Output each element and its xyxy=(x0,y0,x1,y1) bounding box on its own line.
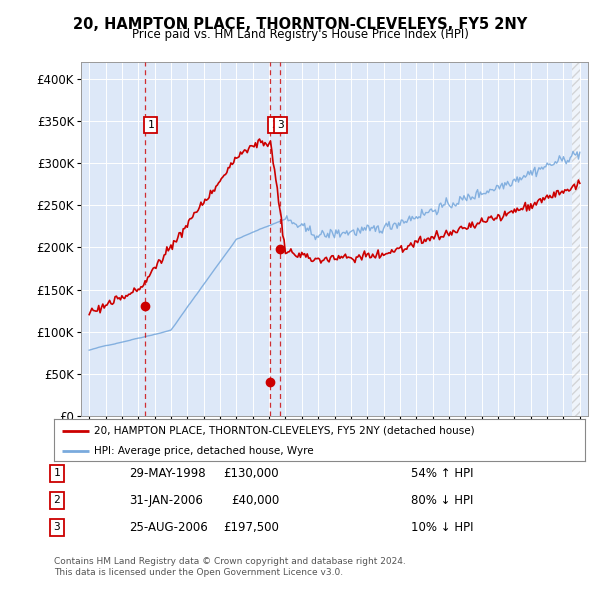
Text: £197,500: £197,500 xyxy=(223,521,279,534)
Text: 10% ↓ HPI: 10% ↓ HPI xyxy=(411,521,473,534)
Text: £130,000: £130,000 xyxy=(223,467,279,480)
Text: 1: 1 xyxy=(148,120,154,130)
Text: 25-AUG-2006: 25-AUG-2006 xyxy=(129,521,208,534)
Text: This data is licensed under the Open Government Licence v3.0.: This data is licensed under the Open Gov… xyxy=(54,568,343,577)
Text: 20, HAMPTON PLACE, THORNTON-CLEVELEYS, FY5 2NY: 20, HAMPTON PLACE, THORNTON-CLEVELEYS, F… xyxy=(73,17,527,31)
Text: 54% ↑ HPI: 54% ↑ HPI xyxy=(411,467,473,480)
Text: 80% ↓ HPI: 80% ↓ HPI xyxy=(411,494,473,507)
Text: Price paid vs. HM Land Registry's House Price Index (HPI): Price paid vs. HM Land Registry's House … xyxy=(131,28,469,41)
Text: 3: 3 xyxy=(53,523,61,532)
Text: HPI: Average price, detached house, Wyre: HPI: Average price, detached house, Wyre xyxy=(94,446,313,455)
Text: 31-JAN-2006: 31-JAN-2006 xyxy=(129,494,203,507)
Text: 2: 2 xyxy=(53,496,61,505)
Text: Contains HM Land Registry data © Crown copyright and database right 2024.: Contains HM Land Registry data © Crown c… xyxy=(54,558,406,566)
Text: 1: 1 xyxy=(53,468,61,478)
Text: £40,000: £40,000 xyxy=(231,494,279,507)
Text: 2: 2 xyxy=(271,120,278,130)
Text: 29-MAY-1998: 29-MAY-1998 xyxy=(129,467,206,480)
Text: 3: 3 xyxy=(277,120,284,130)
Text: 20, HAMPTON PLACE, THORNTON-CLEVELEYS, FY5 2NY (detached house): 20, HAMPTON PLACE, THORNTON-CLEVELEYS, F… xyxy=(94,426,475,436)
